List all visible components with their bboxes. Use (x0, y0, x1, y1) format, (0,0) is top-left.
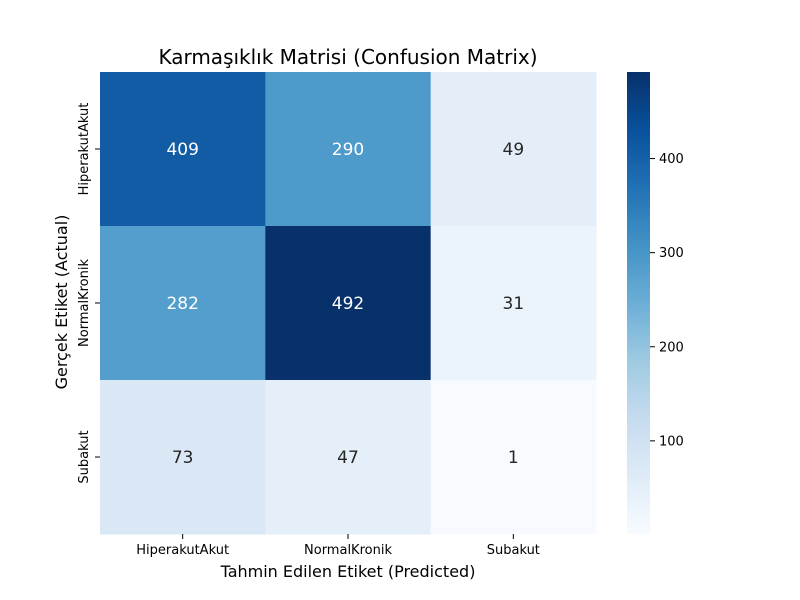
chart-title: Karmaşıklık Matrisi (Confusion Matrix) (158, 45, 537, 69)
cell-value-label: 47 (337, 448, 359, 468)
colorbar-tick-label: 100 (659, 434, 684, 449)
y-axis-label: Gerçek Etiket (Actual) (52, 215, 71, 390)
heatmap-cell (265, 380, 432, 535)
cell-value-label: 282 (166, 294, 198, 314)
heatmap-cell (430, 380, 597, 535)
cell-value-label: 31 (503, 294, 525, 314)
heatmap-cell (430, 72, 597, 227)
heatmap-cell (100, 72, 266, 227)
y-axis: HiperakutAkut NormalKronik Subakut (77, 103, 100, 484)
heatmap-cell (265, 226, 432, 381)
heatmap-cell (265, 72, 432, 227)
heatmap-cell (430, 226, 597, 381)
cell-value-label: 492 (332, 294, 364, 314)
cell-value-label: 73 (172, 448, 194, 468)
heatmap-cell (100, 380, 266, 535)
y-tick-label: NormalKronik (77, 259, 92, 347)
cell-value-label: 409 (166, 140, 198, 160)
x-axis-label: Tahmin Edilen Etiket (Predicted) (220, 562, 476, 581)
x-tick-label: NormalKronik (304, 543, 392, 558)
colorbar-tick-label: 400 (659, 152, 684, 167)
heatmap-cells: 409 290 49 282 492 31 73 47 1 (100, 72, 597, 535)
y-tick-label: Subakut (77, 430, 92, 483)
colorbar-gradient (627, 72, 650, 534)
y-tick-label: HiperakutAkut (77, 103, 92, 196)
colorbar-tick-label: 300 (659, 246, 684, 261)
cell-value-label: 49 (503, 140, 525, 160)
x-tick-label: HiperakutAkut (136, 543, 229, 558)
cell-value-label: 290 (332, 140, 364, 160)
x-axis: HiperakutAkut NormalKronik Subakut (136, 534, 540, 558)
heatmap-cell (100, 226, 266, 381)
colorbar: 100 200 300 400 (627, 72, 684, 534)
x-tick-label: Subakut (487, 543, 540, 558)
cell-value-label: 1 (508, 448, 519, 468)
colorbar-tick-label: 200 (659, 340, 684, 355)
